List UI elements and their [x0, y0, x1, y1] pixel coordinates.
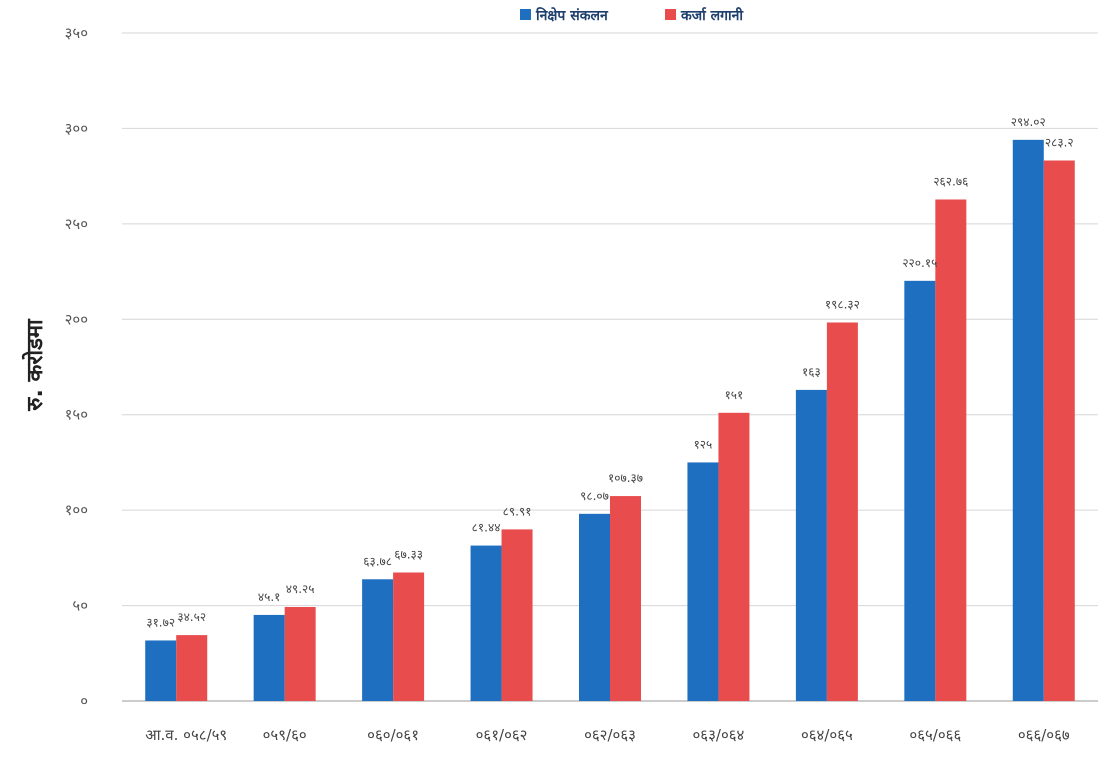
data-label-loan: ८९.९१ [503, 504, 532, 518]
x-tick-label: ०६६/०६७ [1018, 726, 1070, 744]
legend-swatch-loan [665, 9, 676, 20]
y-axis-ticks: ० ५० १०० १५० २०० २५० ३०० ३५० [65, 24, 88, 710]
data-label-deposit: ८१.४४ [472, 521, 501, 535]
bar-deposit [795, 389, 827, 701]
data-label-loan: ४९.२५ [286, 582, 315, 596]
legend-label-loan: कर्जा लगानी [680, 7, 744, 24]
bar-deposit [362, 579, 394, 701]
x-tick-label: ०६२/०६३ [584, 726, 636, 744]
data-label-deposit: २२०.१५ [902, 256, 937, 270]
data-label-loan: २८३.२ [1045, 135, 1074, 149]
y-tick-label: ० [80, 692, 88, 710]
data-label-loan: ६७.३३ [394, 547, 423, 561]
y-tick-label: २०० [65, 310, 88, 328]
bar-deposit [145, 640, 177, 701]
x-tick-label: ०५९/६० [263, 726, 307, 744]
data-label-deposit: १६३ [802, 365, 821, 379]
y-tick-label: ५० [72, 597, 88, 615]
bar-deposit [1012, 139, 1044, 702]
bar-deposit [687, 462, 719, 701]
data-label-deposit: ४५.१ [258, 590, 281, 604]
data-label-deposit: १२५ [694, 437, 713, 451]
x-tick-label: ०६५/०६६ [909, 726, 961, 744]
data-label-loan: १५१ [725, 388, 744, 402]
data-label-loan: ३४.५२ [177, 610, 206, 624]
bar-deposit [253, 614, 285, 701]
bars [145, 139, 1075, 702]
y-tick-label: ३५० [65, 24, 88, 42]
y-tick-label: १५० [65, 406, 88, 424]
x-tick-label: आ.व. ०५८/५९ [145, 726, 227, 744]
bar-deposit [904, 280, 936, 701]
legend-label-deposit: निक्षेप संकलन [535, 7, 609, 24]
data-label-loan: १९८.३२ [825, 297, 860, 311]
bar-loan [718, 412, 750, 701]
y-tick-label: २५० [65, 215, 88, 233]
bar-deposit [470, 545, 502, 701]
legend: निक्षेप संकलन कर्जा लगानी [520, 7, 744, 24]
bar-loan [393, 572, 425, 701]
x-tick-label: ०६१/०६२ [476, 726, 528, 744]
x-tick-label: ०६०/०६१ [367, 726, 419, 744]
bar-loan [284, 607, 316, 701]
legend-swatch-deposit [520, 9, 531, 20]
bar-loan [610, 496, 641, 701]
y-axis-label: रु. करोडमा [21, 318, 48, 412]
bar-loan [501, 529, 533, 701]
bar-loan [1043, 160, 1075, 702]
data-label-loan: १०७.३७ [608, 471, 643, 485]
data-label-deposit: २९४.०२ [1011, 115, 1046, 129]
bar-loan [176, 635, 208, 701]
bar-loan [935, 199, 967, 701]
bar-deposit [579, 513, 610, 701]
y-tick-label: १०० [65, 501, 88, 519]
bar-loan [826, 322, 858, 701]
data-label-deposit: ३१.७२ [146, 615, 175, 629]
x-axis-ticks: आ.व. ०५८/५९ ०५९/६० ०६०/०६१ ०६१/०६२ ०६२/०६३ ०६… [145, 726, 1070, 744]
data-label-deposit: ६३.७८ [363, 554, 392, 568]
y-tick-label: ३०० [65, 119, 88, 137]
data-label-loan: २६२.७६ [933, 175, 968, 189]
x-tick-label: ०६४/०६५ [801, 726, 853, 744]
x-tick-label: ०६३/०६४ [693, 726, 745, 744]
data-label-deposit: ९८.०७ [580, 489, 609, 503]
